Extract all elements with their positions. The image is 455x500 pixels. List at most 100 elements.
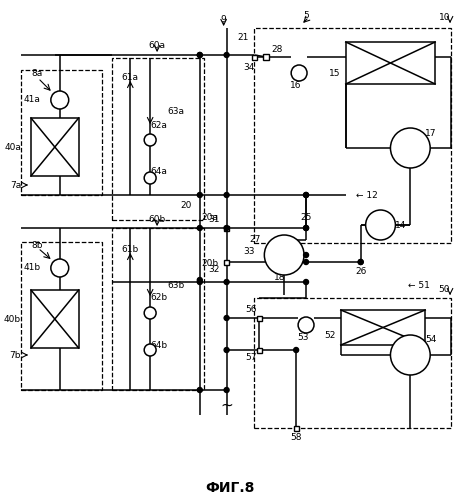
- Circle shape: [365, 210, 394, 240]
- Bar: [256, 348, 261, 352]
- Text: 14: 14: [394, 220, 406, 230]
- Text: 34: 34: [243, 62, 255, 72]
- Text: 2: 2: [293, 252, 297, 258]
- Circle shape: [303, 226, 308, 230]
- Text: 25: 25: [300, 214, 311, 222]
- Text: 20a: 20a: [202, 214, 218, 222]
- Text: 28: 28: [271, 46, 282, 54]
- Text: ← 12: ← 12: [355, 190, 377, 200]
- Bar: [263, 54, 269, 60]
- Text: 20: 20: [180, 200, 192, 209]
- Circle shape: [197, 192, 202, 198]
- Bar: [251, 54, 256, 60]
- Circle shape: [51, 91, 69, 109]
- Circle shape: [144, 172, 156, 184]
- Text: 4: 4: [396, 146, 400, 150]
- Text: 8b: 8b: [31, 240, 42, 250]
- Bar: [293, 426, 298, 430]
- Circle shape: [357, 260, 362, 264]
- Circle shape: [197, 52, 202, 58]
- Text: 56: 56: [245, 306, 257, 314]
- Circle shape: [389, 335, 429, 375]
- Text: 53: 53: [297, 334, 308, 342]
- Text: 41a: 41a: [24, 96, 41, 104]
- Text: ~: ~: [220, 398, 233, 412]
- Text: 62b: 62b: [150, 294, 167, 302]
- Text: 58: 58: [290, 434, 301, 442]
- Circle shape: [303, 280, 308, 284]
- Text: 27: 27: [249, 236, 260, 244]
- Bar: [224, 260, 228, 264]
- Text: 3: 3: [407, 364, 411, 368]
- Circle shape: [298, 317, 313, 333]
- Circle shape: [224, 316, 228, 320]
- Text: 40b: 40b: [4, 314, 21, 324]
- Text: 4: 4: [396, 352, 400, 358]
- Text: 17: 17: [424, 128, 436, 138]
- Text: 33: 33: [243, 248, 254, 256]
- Text: 64a: 64a: [150, 168, 167, 176]
- Circle shape: [264, 235, 303, 275]
- Text: 31: 31: [207, 216, 219, 224]
- Text: 9: 9: [220, 16, 226, 24]
- Text: 50: 50: [438, 286, 449, 294]
- Circle shape: [224, 52, 228, 58]
- Bar: [31, 290, 78, 348]
- Text: 60a: 60a: [148, 42, 165, 50]
- Text: 62a: 62a: [150, 122, 167, 130]
- Bar: [256, 316, 261, 320]
- Text: 61a: 61a: [121, 74, 138, 82]
- Circle shape: [303, 192, 308, 198]
- Text: 16: 16: [290, 80, 301, 90]
- Bar: [112, 228, 203, 390]
- Text: 10: 10: [438, 14, 449, 22]
- Text: 41b: 41b: [24, 264, 41, 272]
- Circle shape: [293, 348, 298, 352]
- Text: ← 51: ← 51: [407, 280, 429, 289]
- Text: 8a: 8a: [31, 68, 42, 78]
- Bar: [224, 226, 228, 230]
- Text: 1: 1: [408, 342, 411, 346]
- Circle shape: [224, 280, 228, 284]
- Circle shape: [197, 388, 202, 392]
- Text: ФИГ.8: ФИГ.8: [204, 481, 254, 495]
- Circle shape: [197, 226, 202, 230]
- Circle shape: [303, 226, 308, 230]
- Circle shape: [224, 388, 228, 392]
- Text: 60b: 60b: [148, 216, 165, 224]
- Text: 7b: 7b: [10, 350, 21, 360]
- Text: 1: 1: [282, 242, 286, 246]
- Text: 2: 2: [418, 146, 422, 150]
- Text: 32: 32: [208, 266, 219, 274]
- Text: 7a: 7a: [10, 180, 21, 190]
- Text: 20b: 20b: [202, 258, 218, 268]
- Circle shape: [389, 128, 429, 168]
- Circle shape: [357, 260, 362, 264]
- Circle shape: [290, 65, 306, 81]
- Text: 2: 2: [418, 352, 422, 358]
- Text: 57: 57: [245, 354, 257, 362]
- Text: 15: 15: [329, 68, 340, 78]
- Circle shape: [224, 348, 228, 352]
- Text: 3: 3: [407, 156, 411, 162]
- Text: 26: 26: [354, 268, 365, 276]
- Circle shape: [303, 252, 308, 258]
- Bar: [254, 28, 450, 243]
- Circle shape: [303, 192, 308, 198]
- Circle shape: [144, 134, 156, 146]
- Text: 61b: 61b: [121, 246, 139, 254]
- Bar: [254, 298, 450, 428]
- Text: 18: 18: [273, 274, 284, 282]
- Circle shape: [197, 280, 202, 284]
- Bar: [31, 118, 78, 176]
- Circle shape: [224, 192, 228, 198]
- Circle shape: [51, 259, 69, 277]
- Bar: [112, 58, 203, 220]
- Circle shape: [224, 226, 228, 230]
- Text: 40a: 40a: [4, 142, 21, 152]
- Text: 54: 54: [424, 336, 435, 344]
- Circle shape: [197, 278, 202, 282]
- Text: 5: 5: [303, 10, 308, 20]
- Text: 4: 4: [271, 252, 275, 258]
- Bar: [340, 310, 424, 345]
